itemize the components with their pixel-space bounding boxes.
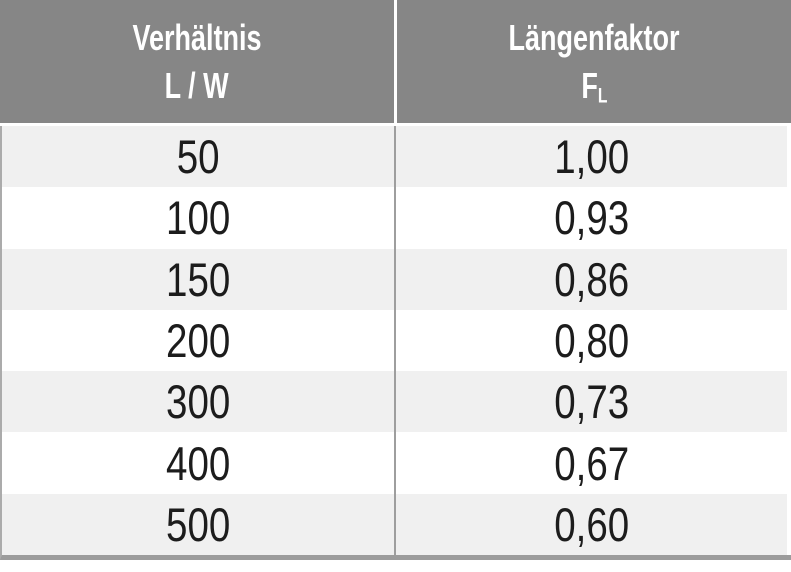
cell-ratio: 400 [2,432,396,494]
ratio-value: 400 [165,436,231,490]
ratio-value: 500 [165,497,231,551]
cell-ratio: 200 [2,309,396,372]
cell-factor: 0,60 [396,493,791,556]
header-factor-line1: Längenfaktor [508,16,680,58]
cell-factor: 0,80 [396,309,791,372]
ratio-value: 300 [165,375,231,429]
ratio-value: 100 [165,191,231,245]
factor-symbol-subscript: L [597,84,608,108]
cell-factor: 0,93 [396,187,791,249]
header-factor-symbol: FL [580,64,608,108]
cell-factor: 0,86 [396,248,791,310]
ratio-value: 50 [176,130,220,184]
table-row: 300 0,73 [2,371,791,433]
ratio-value: 150 [165,252,231,306]
header-ratio-line1: Verhältnis [132,16,262,58]
table-body: 50 1,00 100 0,93 150 0,86 200 0,80 300 0… [0,126,791,561]
table-header-row: Verhältnis L / W Längenfaktor FL [0,0,791,123]
cell-ratio: 100 [2,187,396,249]
cell-factor: 0,67 [396,432,791,494]
cell-ratio: 500 [2,493,396,556]
cell-ratio: 150 [2,248,396,310]
header-ratio-line2: L / W [164,64,229,106]
header-cell-factor: Längenfaktor FL [397,0,791,123]
factor-value: 1,00 [553,130,630,184]
table-row: 500 0,60 [2,493,791,556]
factor-value: 0,73 [553,375,630,429]
factor-symbol-base: F [580,64,598,106]
factor-value: 0,80 [553,314,630,368]
ratio-value: 200 [165,314,231,368]
factor-value: 0,67 [553,436,630,490]
cell-factor: 0,73 [396,371,791,433]
table-row: 50 1,00 [2,126,791,188]
factor-value: 0,93 [553,191,630,245]
cell-ratio: 50 [2,126,396,188]
table-row: 200 0,80 [2,309,791,372]
table-row: 400 0,67 [2,432,791,494]
factor-value: 0,60 [553,497,630,551]
header-cell-ratio: Verhältnis L / W [0,0,397,123]
table-row: 100 0,93 [2,187,791,249]
table-row: 150 0,86 [2,248,791,310]
cell-ratio: 300 [2,371,396,433]
factor-value: 0,86 [553,252,630,306]
cell-factor: 1,00 [396,126,791,188]
